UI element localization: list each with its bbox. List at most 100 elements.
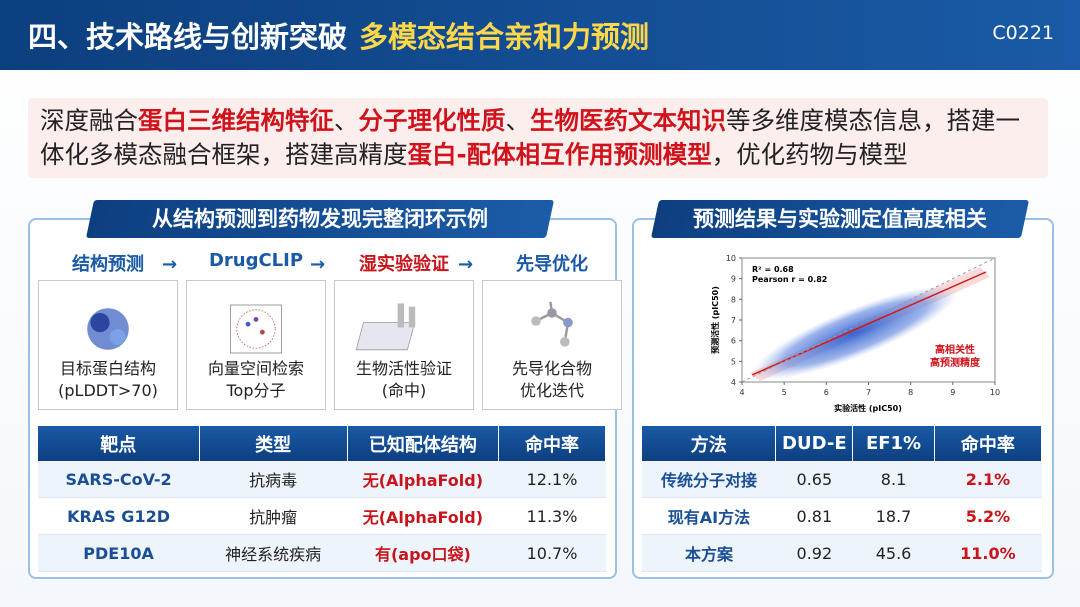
step-icon xyxy=(87,308,129,350)
slide-code: C0221 xyxy=(992,22,1054,44)
y-tick-label: 9 xyxy=(731,275,736,284)
table-cell: 现有AI方法 xyxy=(642,497,776,535)
y-tick-label: 8 xyxy=(731,295,736,304)
y-tick-label: 5 xyxy=(731,357,736,366)
table-cell: 无(AlphaFold) xyxy=(347,497,499,535)
table-cell: 11.0% xyxy=(934,534,1042,572)
identity-line xyxy=(741,257,996,383)
step-title: 结构预测 xyxy=(72,254,144,275)
step-box xyxy=(38,280,178,410)
y-tick-label: 7 xyxy=(731,316,736,325)
header-cell: 已知配体结构 xyxy=(347,426,500,461)
x-axis-label: 实验活性 (pIC50) xyxy=(834,403,902,413)
table-cell: 0.92 xyxy=(775,534,853,572)
table-cell: 5.2% xyxy=(934,497,1042,535)
right-table: 方法 DUD-E EF1% 命中率 传统分子对接 0.65 8.1 2.1% 现有AI方法 0.8… xyxy=(642,426,1043,572)
banner-text: 从结构预测到药物发现完整闭环示例 xyxy=(152,207,488,231)
header-cell: 靶点 xyxy=(38,426,200,461)
x-tick-label: 6 xyxy=(824,388,829,397)
header-cell: 命中率 xyxy=(934,426,1043,461)
caption-line: Top分子 xyxy=(226,381,286,400)
step: 结构预测目标蛋白结构 (pLDDT>70) xyxy=(38,250,178,410)
step-box xyxy=(482,280,622,410)
intro-segment: 、 xyxy=(334,106,359,135)
left-banner: 从结构预测到药物发现完整闭环示例 xyxy=(85,200,555,238)
table-cell: 12.1% xyxy=(498,461,606,498)
x-tick-label: 8 xyxy=(908,388,913,397)
header-cell: 类型 xyxy=(199,426,348,461)
step-caption: 生物活性验证 (命中) xyxy=(334,358,474,402)
title-main: 四、技术路线与创新突破 xyxy=(28,20,348,54)
header-cell: DUD-E xyxy=(775,426,854,461)
table-cell: 18.7 xyxy=(852,497,935,535)
step-caption: 目标蛋白结构 (pLDDT>70) xyxy=(38,358,178,402)
intro-segment: 蛋白三维结构特征 xyxy=(138,106,334,135)
table-cell: 0.65 xyxy=(775,461,853,498)
header-cell: 命中率 xyxy=(498,426,606,461)
table-cell: 11.3% xyxy=(498,497,606,535)
table-cell: 神经系统疾病 xyxy=(199,534,348,572)
stat-text: R² = 0.68 xyxy=(752,265,794,274)
table-cell: 10.7% xyxy=(498,534,606,572)
point-cloud xyxy=(752,286,958,380)
caption-line: 先导化合物 xyxy=(511,359,592,378)
header-cell: 方法 xyxy=(642,426,777,461)
right-banner: 预测结果与实验测定值高度相关 xyxy=(650,200,1030,238)
step-icon xyxy=(531,301,573,347)
header-cell: EF1% xyxy=(852,426,935,461)
y-tick-label: 10 xyxy=(726,254,736,263)
table-cell: KRAS G12D xyxy=(38,497,200,535)
table-cell: 无(AlphaFold) xyxy=(347,461,499,498)
table-cell: 抗肿瘤 xyxy=(199,497,348,535)
title: 四、技术路线与创新突破 多模态结合亲和力预测 xyxy=(28,14,649,56)
step-caption: 先导化合物 优化迭代 xyxy=(482,358,622,402)
step: 先导优化 先导化合物 优化迭代 xyxy=(482,250,622,410)
x-tick-label: 4 xyxy=(739,388,744,397)
table-cell: 有(apo口袋) xyxy=(347,534,499,572)
table-cell: 抗病毒 xyxy=(199,461,348,498)
table-row: 本方案 0.92 45.6 11.0% xyxy=(642,534,1042,572)
y-tick-label: 6 xyxy=(731,337,736,346)
step-box xyxy=(334,280,474,410)
table-row: KRAS G12D 抗肿瘤 无(AlphaFold) 11.3% xyxy=(38,497,606,535)
title-highlight: 多模态结合亲和力预测 xyxy=(359,20,650,54)
table-cell: 2.1% xyxy=(934,461,1042,498)
step-arrow: → xyxy=(458,254,474,275)
step: 湿实验验证生物活性验证 (命中) xyxy=(334,250,474,410)
intro-box: 深度融合蛋白三维结构特征、分子理化性质、生物医药文本知识等多维度模态信息，搭建一… xyxy=(28,98,1048,178)
caption-line: 生物活性验证 xyxy=(355,359,452,378)
intro-text: 深度融合蛋白三维结构特征、分子理化性质、生物医药文本知识等多维度模态信息，搭建一… xyxy=(28,98,1048,178)
stat-text: Pearson r = 0.82 xyxy=(752,275,827,284)
table-cell: 本方案 xyxy=(642,534,776,572)
intro-segment: 、 xyxy=(505,106,531,135)
intro-segment: 生物医药文本知识 xyxy=(530,106,726,135)
table-cell: 传统分子对接 xyxy=(642,461,776,498)
x-tick-label: 9 xyxy=(950,388,955,397)
step-arrow: → xyxy=(310,254,326,275)
header-row: 靶点 类型 已知配体结构 命中率 xyxy=(38,426,606,461)
caption-line: 优化迭代 xyxy=(519,381,584,400)
step-title: 湿实验验证 xyxy=(359,254,449,275)
step-title: DrugCLIP xyxy=(208,250,304,271)
table-row: PDE10A 神经系统疾病 有(apo口袋) 10.7% xyxy=(38,534,606,572)
x-tick-label: 5 xyxy=(782,388,787,397)
intro-segment: 深度融合 xyxy=(40,106,138,135)
table-cell: 0.81 xyxy=(775,497,853,535)
step-arrow: → xyxy=(162,254,178,275)
header-bar: 四、技术路线与创新突破 多模态结合亲和力预测 C0221 xyxy=(0,0,1080,70)
table-row: SARS-CoV-2 抗病毒 无(AlphaFold) 12.1% xyxy=(38,461,606,498)
table-row: 现有AI方法 0.81 18.7 5.2% xyxy=(642,497,1042,535)
table-row: 传统分子对接 0.65 8.1 2.1% xyxy=(642,461,1042,498)
caption-line: 向量空间检索 xyxy=(207,359,304,378)
intro-segment: 蛋白-配体相互作用预测模型 xyxy=(407,140,712,169)
intro-segment: 分子理化性质 xyxy=(358,106,506,135)
table-cell: 45.6 xyxy=(852,534,935,572)
table-cell: SARS-CoV-2 xyxy=(38,461,200,498)
y-axis-label: 预测活性 (pIC50) xyxy=(710,286,720,354)
caption-line: (pLDDT>70) xyxy=(58,381,158,400)
caption-line: 目标蛋白结构 xyxy=(59,359,156,378)
step-icon xyxy=(230,304,282,354)
y-tick-label: 4 xyxy=(731,378,736,387)
x-tick-label: 10 xyxy=(990,388,1000,397)
intro-segment: ，优化药物与模型 xyxy=(711,140,908,169)
